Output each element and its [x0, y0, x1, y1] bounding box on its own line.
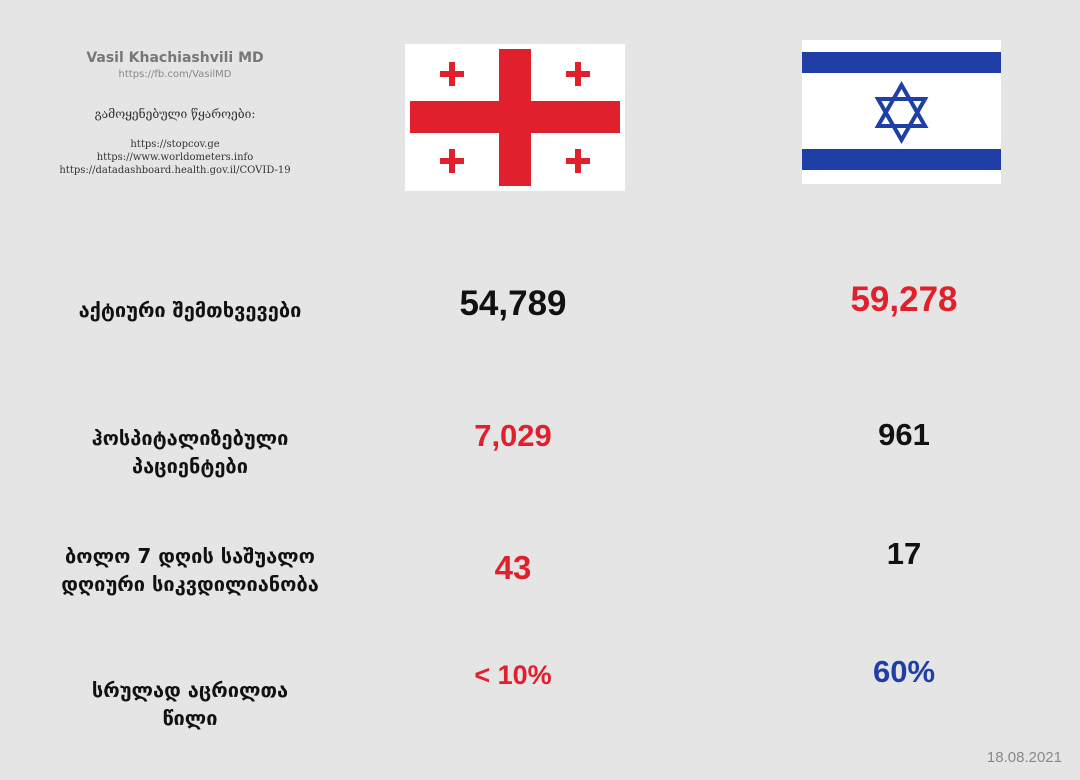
source-link: https://stopcov.ge	[130, 139, 220, 150]
israel-daily-deaths: 17	[886, 536, 922, 571]
source-link: https://datadashboard.health.gov.il/COVI…	[59, 165, 291, 176]
author-url: https://fb.com/VasilMD	[118, 69, 232, 80]
georgia-flag	[405, 44, 625, 191]
georgia-hospitalized: 7,029	[474, 418, 552, 453]
label-daily-deaths: ბოლო 7 დღის საშუალო დღიური სიკვდილიანობა	[61, 544, 319, 596]
georgia-active-cases: 54,789	[459, 284, 567, 323]
label-active-cases: აქტიური შემთხვევები	[78, 298, 302, 322]
georgia-daily-deaths: 43	[494, 549, 532, 586]
label-hospitalized: ჰოსპიტალიზებული პაციენტები	[91, 426, 289, 478]
israel-flag	[802, 40, 1001, 184]
source-link: https://www.worldometers.info	[96, 152, 254, 163]
israel-fully-vaccinated: 60%	[872, 654, 936, 689]
georgia-fully-vaccinated: < 10%	[474, 660, 552, 690]
sources-list: https://stopcov.ge https://www.worldomet…	[20, 138, 330, 177]
label-fully-vaccinated: სრულად აცრილთა წილი	[91, 678, 289, 730]
date-stamp: 18.08.2021	[986, 749, 1062, 766]
sources-heading: გამოყენებული წყაროები:	[94, 107, 256, 121]
israel-active-cases: 59,278	[850, 280, 958, 319]
israel-hospitalized: 961	[878, 417, 930, 452]
author-name: Vasil Khachiashvili MD	[86, 50, 264, 66]
